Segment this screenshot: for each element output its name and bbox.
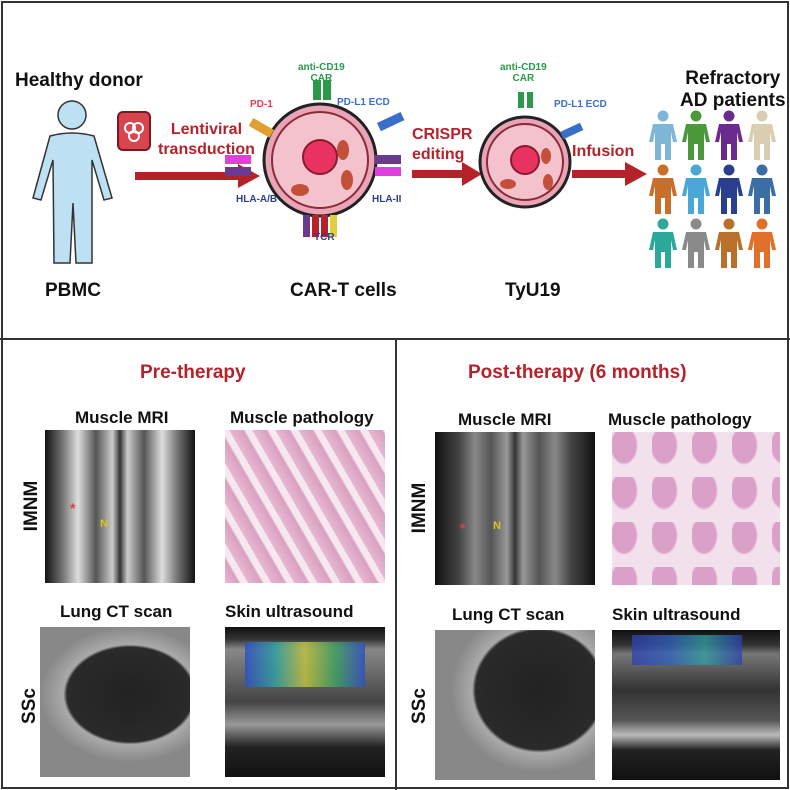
cart-label: CAR-T cells [290, 280, 397, 301]
pre-path-label: Muscle pathology [230, 408, 374, 427]
step2-line: editing [412, 146, 465, 163]
post-ct-label: Lung CT scan [452, 605, 565, 624]
ssc-label: SSc [409, 688, 430, 724]
patient-icon [715, 218, 743, 268]
pre-us-label: Skin ultrasound [225, 602, 354, 621]
arrow-icon [412, 162, 482, 186]
pdl1-label: PD-L1 ECD [554, 99, 607, 110]
patient-icon [682, 110, 710, 160]
mri-n: N [100, 518, 108, 530]
hla-ii-label: HLA-II [372, 194, 402, 205]
patient-icon [748, 164, 776, 214]
mri-n: N [493, 520, 501, 532]
patient-icon [682, 164, 710, 214]
step2-line: CRISPR [412, 126, 473, 143]
car-t-cell-icon [225, 80, 405, 237]
post-title: Post-therapy (6 months) [468, 362, 687, 383]
patient-icon [649, 218, 677, 268]
patient-icon [715, 164, 743, 214]
patient-icon [715, 110, 743, 160]
ssc-label: SSc [19, 688, 40, 724]
patients-line: AD patients [680, 90, 786, 111]
post-pathology-image [612, 432, 780, 585]
patient-icon [682, 218, 710, 268]
human-figure-icon [32, 100, 113, 264]
hla-ab-label: HLA-A/B [236, 194, 278, 205]
mri-star: * [460, 520, 466, 536]
patient-group [648, 110, 783, 270]
step2-label: CRISPR editing [412, 125, 472, 165]
doppler-overlay [245, 642, 365, 687]
tyu19-label: TyU19 [505, 280, 561, 301]
car-line: anti-CD19 [500, 62, 547, 73]
post-mri-label: Muscle MRI [458, 410, 552, 429]
donor-label: Healthy donor [15, 70, 143, 91]
car-label: anti-CD19 CAR [298, 62, 345, 84]
post-us-label: Skin ultrasound [612, 605, 741, 624]
tyu19-cell-icon [478, 92, 584, 209]
pre-pathology-image [225, 430, 385, 583]
car-line: CAR [310, 73, 333, 84]
pre-ct-label: Lung CT scan [60, 602, 173, 621]
divider [395, 338, 397, 790]
step1-line: transduction [158, 141, 255, 158]
blood-bag-icon [117, 111, 151, 151]
tcr-label: TCR [314, 232, 335, 243]
car-label: anti-CD19 CAR [500, 62, 547, 84]
mri-star: * [70, 500, 76, 516]
pre-ultrasound-image [225, 627, 385, 777]
post-ultrasound-image [612, 630, 780, 780]
pd1-label: PD-1 [250, 99, 273, 110]
step1-line: Lentiviral [170, 121, 243, 138]
imnm-label: IMNM [409, 482, 430, 534]
pre-mri-label: Muscle MRI [75, 408, 169, 427]
pre-title: Pre-therapy [140, 362, 246, 383]
car-line: anti-CD19 [298, 62, 345, 73]
patient-icon [748, 110, 776, 160]
patient-icon [649, 164, 677, 214]
patients-line: Refractory [685, 68, 781, 89]
step3-label: Infusion [572, 143, 635, 160]
patient-icon [649, 110, 677, 160]
post-path-label: Muscle pathology [608, 410, 752, 429]
patients-label: Refractory AD patients [680, 68, 786, 112]
post-ct-image [435, 630, 595, 780]
pdl1-label: PD-L1 ECD [337, 97, 390, 108]
post-mri-image: * N [435, 432, 595, 585]
patient-icon [748, 218, 776, 268]
pre-ct-image [40, 627, 190, 777]
pbmc-label: PBMC [45, 280, 101, 301]
car-line: CAR [512, 73, 535, 84]
step1-label: Lentiviral transduction [158, 120, 255, 160]
arrow-icon [572, 162, 647, 186]
doppler-overlay [632, 635, 742, 665]
pre-mri-image: * N [45, 430, 195, 583]
imnm-label: IMNM [21, 480, 42, 532]
